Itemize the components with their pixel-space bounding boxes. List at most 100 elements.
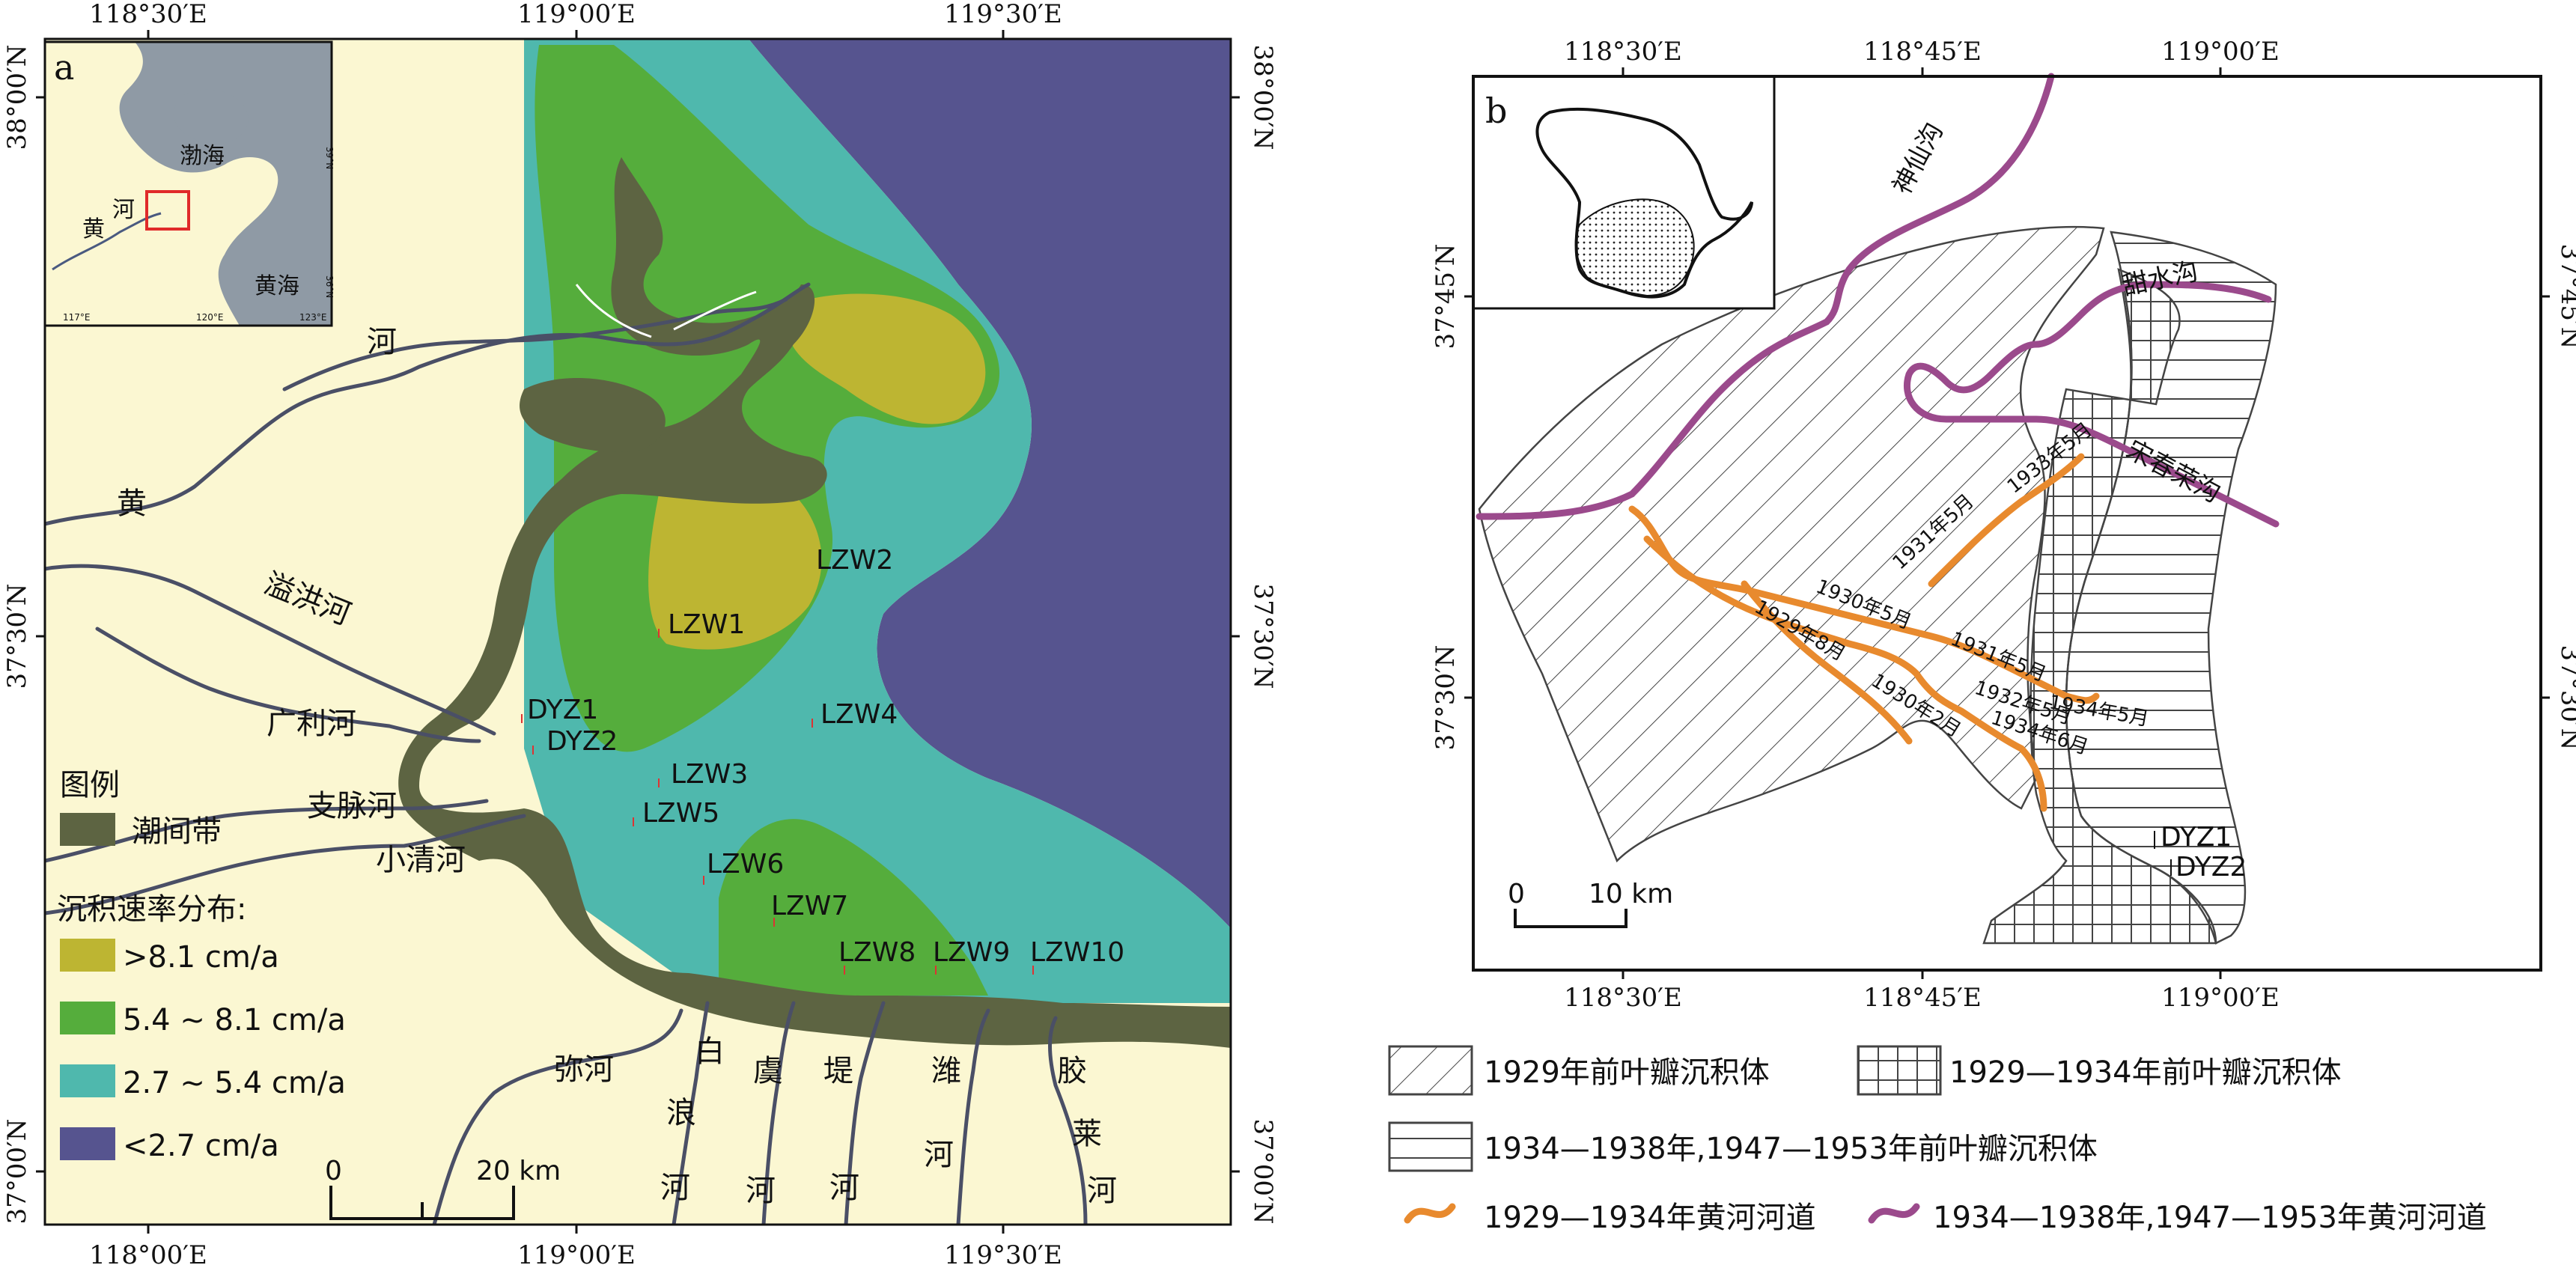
panel-a-bottom-ticks: 118°00′E 119°00′E 119°30′E (89, 1240, 1062, 1270)
label-guangli: 广利河 (267, 707, 356, 741)
label-he-jiaolai: 河 (1087, 1174, 1117, 1208)
label-yu: 虞 (753, 1054, 783, 1088)
tick-left-1: 38°00′N (2, 45, 32, 150)
label-he-yu: 河 (746, 1174, 776, 1208)
b-tick-left-1: 37°45′N (1431, 244, 1461, 350)
station-dyz1-a: DYZ1 (527, 695, 598, 725)
yellow-river-main (45, 282, 811, 526)
delta-lobe (520, 378, 666, 452)
inset-river-label-2: 河 (112, 197, 135, 223)
station-dyz2-b: DYZ2 (2175, 852, 2247, 883)
panel-a-left-ticks: 38°00′N 37°30′N 37°00′N (2, 45, 32, 1225)
yixie-river (45, 564, 496, 736)
panel-a-scale-bar: 0 20 km (325, 1156, 561, 1220)
panel-a-stations: LZW1 LZW2 LZW3 LZW4 LZW5 LZW6 LZW7 LZW8 … (521, 545, 1124, 975)
label-zhimai: 支脉河 (307, 789, 397, 823)
legend-class-label-2: 5.4 ~ 8.1 cm/a (123, 1003, 346, 1037)
label-wei: 潍 (931, 1054, 961, 1088)
shenxian-gou (1476, 73, 2055, 520)
mi-river (432, 1008, 683, 1225)
station-lzw9: LZW9 (933, 937, 1010, 968)
b-tick-right-2: 37°30′N (2555, 645, 2576, 751)
label-jiao: 胶 (1057, 1054, 1087, 1088)
panel-a-top-ticks: 118°30′E 119°00′E 119°30′E (89, 0, 1062, 29)
tick-top-1: 118°30′E (89, 0, 207, 29)
station-lzw3: LZW3 (671, 759, 748, 790)
white-water-lines (575, 284, 757, 338)
rivers-panel-a (45, 282, 1088, 1225)
jiaolai-river (1048, 1016, 1088, 1225)
panel-b-tick-marks (1464, 67, 2550, 979)
panel-b-legend: 1929年前叶瓣沉积体 1929—1934年前叶瓣沉积体 1934—1938年,… (1388, 1045, 2487, 1235)
inset-yellow-sea-label: 黄海 (255, 273, 299, 299)
panel-b-frame (1472, 75, 2542, 972)
legend-swatch-orange (1404, 1203, 1456, 1224)
inset-lat-1: 39°N (324, 147, 335, 169)
yellow-river-old (282, 297, 788, 391)
scale-a-zero: 0 (325, 1156, 342, 1186)
inset-lat-2: 36°N (324, 275, 335, 298)
station-lzw6: LZW6 (707, 849, 784, 880)
inset-lon-2: 120°E (196, 312, 224, 323)
legend-swatch-1929-1934 (1857, 1045, 1942, 1096)
guangli-river (95, 627, 481, 743)
zone-5-4-8-1-lower (719, 819, 988, 996)
tick-right-2: 37°30′N (1248, 584, 1278, 689)
panel-b-left-ticks: 37°45′N 37°30′N (1431, 244, 1461, 751)
station-lzw1: LZW1 (668, 609, 745, 640)
channel-branch-1 (1643, 535, 2047, 812)
b-tick-top-3: 119°00′E (2161, 37, 2280, 67)
inset-delta-outline (1535, 107, 1753, 299)
legend-lobe-1929-1934: 1929—1934年前叶瓣沉积体 (1949, 1055, 2342, 1090)
inset-lon-3: 123°E (299, 312, 327, 323)
b-tick-top-1: 118°30′E (1564, 37, 1682, 67)
legend-swatch-1929 (1388, 1045, 1473, 1096)
panel-a-right-ticks: 38°00′N 37°30′N 37°00′N (1248, 45, 1278, 1225)
label-lang: 浪 (666, 1096, 696, 1130)
station-lzw10: LZW10 (1030, 937, 1124, 968)
legend-intertidal: 潮间带 (132, 814, 222, 849)
legend-swatch-1934-1953 (1388, 1121, 1473, 1172)
b-tick-right-1: 37°45′N (2555, 244, 2576, 350)
legend-class-label-3: 2.7 ~ 5.4 cm/a (123, 1066, 346, 1100)
ti-river (844, 1001, 886, 1225)
label-lai: 莱 (1072, 1117, 1102, 1151)
panel-a-frame (43, 37, 1232, 1226)
label-ti: 堤 (823, 1054, 853, 1088)
yu-river (761, 1001, 796, 1225)
legend-lobe-1929: 1929年前叶瓣沉积体 (1484, 1055, 1770, 1090)
panel-b-label: b (1485, 91, 1507, 131)
tick-right-1: 38°00′N (1248, 45, 1278, 150)
scale-a-twenty: 20 km (476, 1156, 561, 1186)
label-bai: 白 (695, 1034, 725, 1069)
inset-lon-1: 117°E (63, 312, 91, 323)
panel-b-stations: DYZ1 DYZ2 (2154, 822, 2247, 883)
legend-class-label-4: <2.7 cm/a (123, 1129, 279, 1163)
panel-a-legend: 图例 潮间带 沉积速率分布: >8.1 cm/a 5.4 ~ 8.1 cm/a 2.… (57, 768, 346, 1163)
tick-left-2: 37°30′N (2, 584, 32, 689)
channel-1933 (1928, 453, 2085, 588)
label-he: 河 (367, 325, 397, 359)
legend-swatch-class-1 (60, 939, 115, 972)
legend-lobe-1934-1953: 1934—1938年,1947—1953年前叶瓣沉积体 (1484, 1132, 2098, 1166)
legend-rate-title: 沉积速率分布: (57, 892, 246, 927)
panel-b-bottom-ticks: 118°30′E 118°45′E 119°00′E (1564, 983, 2280, 1013)
tick-top-3: 119°30′E (944, 0, 1062, 29)
inset-map: a 渤海 黄海 黄 河 117°E 120°E 123°E 39°N 36°N (43, 40, 335, 327)
legend-swatch-purple (1868, 1203, 1920, 1224)
station-dyz1-b: DYZ1 (2161, 822, 2232, 853)
station-lzw7: LZW7 (771, 891, 848, 921)
b-tick-bottom-2: 118°45′E (1863, 983, 1982, 1013)
legend-title: 图例 (60, 768, 120, 802)
label-huang: 黄 (117, 487, 147, 521)
tick-right-3: 37°00′N (1248, 1119, 1278, 1225)
inset-sea-2 (173, 89, 249, 144)
rivers-1929-1934 (1628, 453, 2100, 812)
zone-lt-2-7 (749, 39, 1231, 928)
tick-left-3: 37°00′N (2, 1119, 32, 1225)
legend-swatch-intertidal (60, 813, 115, 846)
panel-a-label: a (54, 47, 74, 88)
station-lzw4: LZW4 (820, 699, 898, 730)
xiaoqing-river (45, 814, 526, 915)
